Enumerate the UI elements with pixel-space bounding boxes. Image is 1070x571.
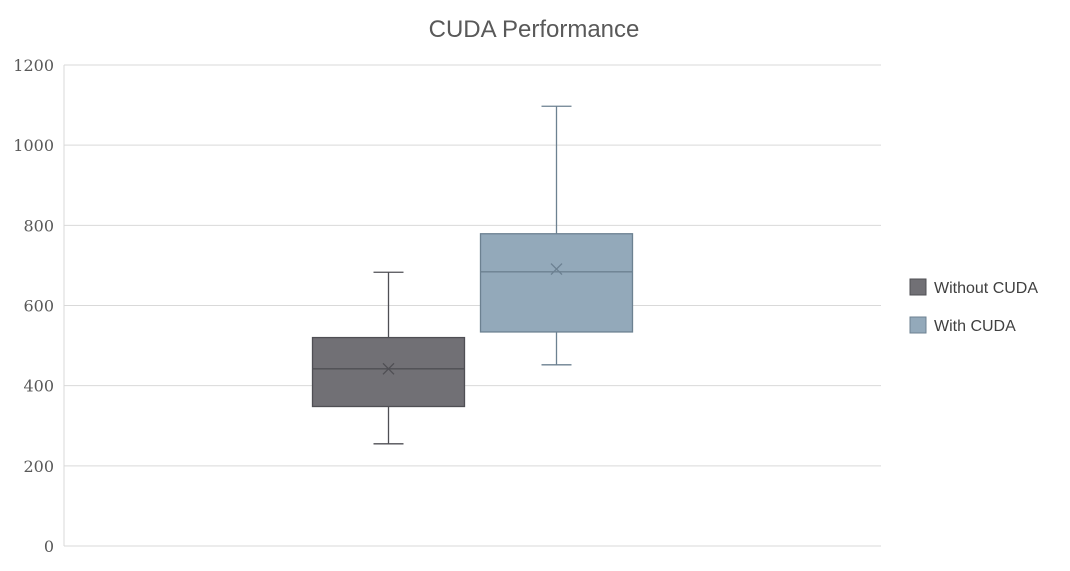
legend-swatch: [909, 278, 927, 296]
legend-item: With CUDA: [909, 316, 1016, 335]
y-tick-label: 400: [23, 377, 54, 396]
gridlines: [64, 64, 881, 547]
mean-marker: [550, 263, 563, 275]
legend-label: With CUDA: [934, 318, 1016, 335]
y-axis: 0 200 400 600 800 1000 1200: [13, 56, 65, 556]
y-tick-label: 200: [23, 457, 54, 476]
y-tick-label: 600: [23, 297, 54, 316]
y-tick-label: 800: [23, 216, 54, 235]
box-series: [479, 105, 634, 366]
y-tick-label: 1000: [13, 136, 54, 155]
legend-label: Without CUDA: [934, 280, 1038, 297]
box-series: [311, 271, 466, 445]
mean-marker: [382, 362, 395, 375]
legend-item: Without CUDA: [909, 278, 1038, 297]
iqr-box: [479, 233, 634, 333]
plot-area: [311, 105, 634, 445]
iqr-box: [311, 336, 466, 408]
y-tick-label: 1200: [13, 56, 54, 75]
legend: Without CUDA With CUDA: [909, 278, 1038, 335]
legend-swatch: [909, 316, 927, 334]
y-tick-label: 0: [44, 537, 54, 556]
chart-title: CUDA Performance: [429, 16, 640, 43]
